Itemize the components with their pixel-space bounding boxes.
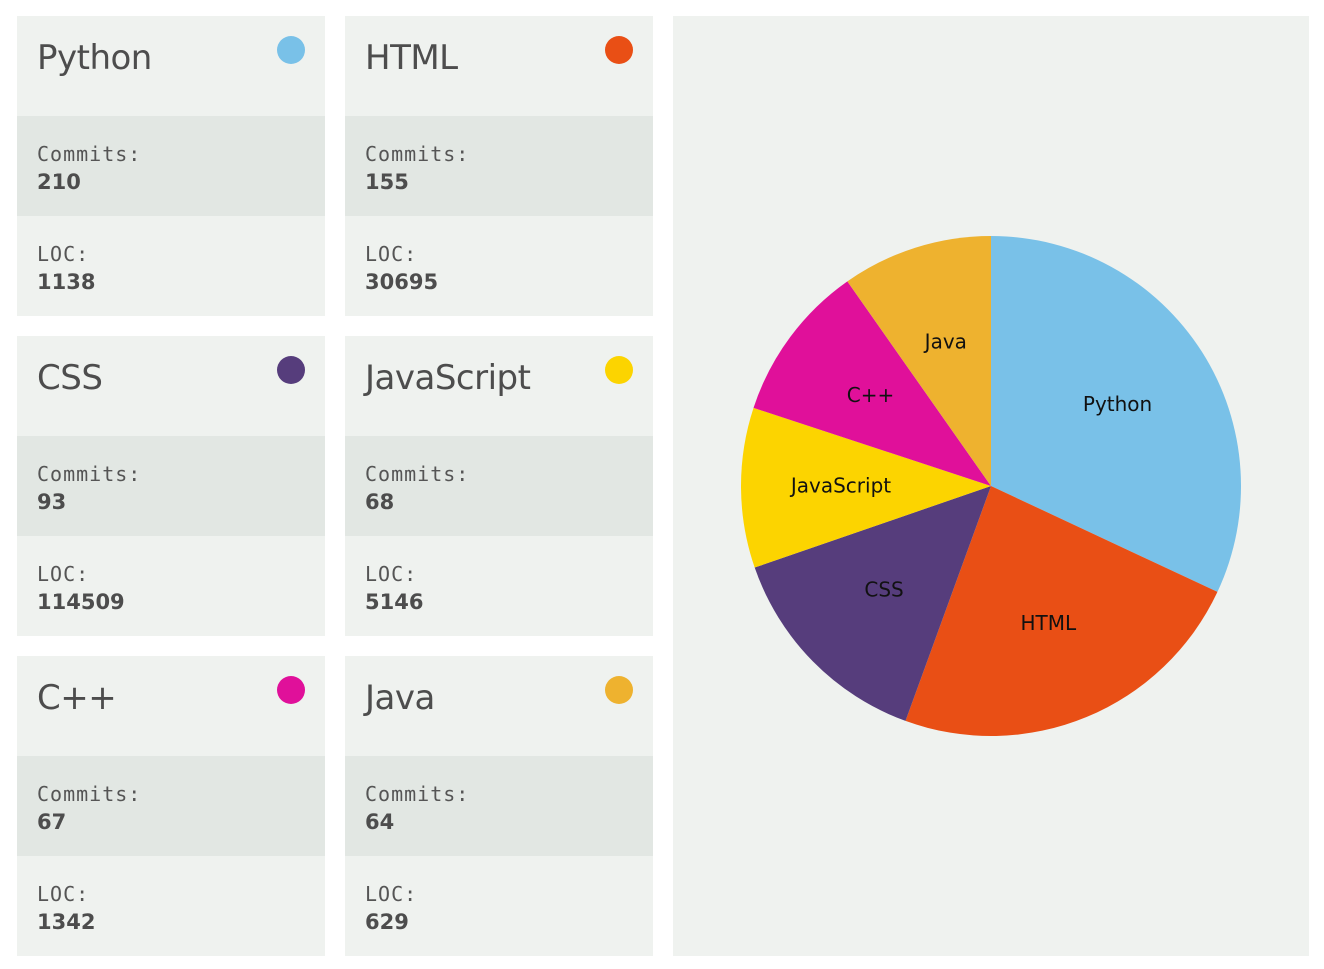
- language-card-cpp: C++ Commits: 67 LOC: 1342: [17, 656, 325, 956]
- pie-slice-cp: [753, 281, 991, 486]
- language-card-javascript: JavaScript Commits: 68 LOC: 5146: [345, 336, 653, 636]
- commits-stat: Commits: 155: [345, 116, 653, 216]
- loc-stat: LOC: 114509: [17, 536, 325, 636]
- commits-label: Commits:: [365, 782, 470, 806]
- language-card-java: Java Commits: 64 LOC: 629: [345, 656, 653, 956]
- language-name: JavaScript: [365, 358, 531, 398]
- loc-label: LOC:: [365, 562, 418, 586]
- language-name: CSS: [37, 358, 103, 398]
- language-card-css: CSS Commits: 93 LOC: 114509: [17, 336, 325, 636]
- pie-label: CSS: [864, 578, 903, 602]
- commits-value: 64: [365, 810, 395, 834]
- commits-stat: Commits: 210: [17, 116, 325, 216]
- pie-slice-java: [847, 236, 991, 486]
- pie-slice-python: [991, 236, 1241, 592]
- loc-value: 30695: [365, 270, 439, 294]
- loc-label: LOC:: [365, 882, 418, 906]
- commits-stat: Commits: 68: [345, 436, 653, 536]
- commits-value: 67: [37, 810, 67, 834]
- language-color-dot: [277, 356, 305, 384]
- commits-stat: Commits: 93: [17, 436, 325, 536]
- language-name: HTML: [365, 38, 458, 78]
- loc-label: LOC:: [37, 882, 90, 906]
- loc-stat: LOC: 1138: [17, 216, 325, 316]
- language-color-dot: [605, 36, 633, 64]
- commits-value: 93: [37, 490, 67, 514]
- commits-label: Commits:: [37, 782, 142, 806]
- pie-label: C++: [847, 383, 894, 407]
- pie-chart: Python HTML CSS JavaScript C++ Java: [741, 236, 1241, 737]
- pie-label: Python: [1083, 392, 1152, 416]
- commits-value: 68: [365, 490, 395, 514]
- loc-label: LOC:: [37, 242, 90, 266]
- loc-value: 114509: [37, 590, 125, 614]
- loc-stat: LOC: 30695: [345, 216, 653, 316]
- loc-stat: LOC: 629: [345, 856, 653, 956]
- pie-label: HTML: [1020, 611, 1077, 635]
- card-header: Java: [345, 656, 653, 756]
- commits-label: Commits:: [37, 142, 142, 166]
- commits-label: Commits:: [365, 462, 470, 486]
- language-card-html: HTML Commits: 155 LOC: 30695: [345, 16, 653, 316]
- language-color-dot: [277, 36, 305, 64]
- loc-label: LOC:: [365, 242, 418, 266]
- card-header: Python: [17, 16, 325, 116]
- loc-value: 5146: [365, 590, 424, 614]
- loc-value: 629: [365, 910, 409, 934]
- language-color-dot: [277, 676, 305, 704]
- language-color-dot: [605, 676, 633, 704]
- loc-stat: LOC: 1342: [17, 856, 325, 956]
- commits-label: Commits:: [37, 462, 142, 486]
- pie-slice-html: [905, 486, 1218, 737]
- card-header: HTML: [345, 16, 653, 116]
- pie-label: JavaScript: [789, 474, 891, 498]
- commits-value: 155: [365, 170, 409, 194]
- card-header: CSS: [17, 336, 325, 436]
- loc-stat: LOC: 5146: [345, 536, 653, 636]
- language-name: Python: [37, 38, 152, 78]
- card-header: C++: [17, 656, 325, 756]
- pie-label: Java: [923, 329, 967, 353]
- commits-label: Commits:: [365, 142, 470, 166]
- pie-slice-css: [754, 486, 991, 721]
- language-color-dot: [605, 356, 633, 384]
- pie-slice-javascript: [741, 407, 991, 568]
- commits-stat: Commits: 64: [345, 756, 653, 856]
- card-header: JavaScript: [345, 336, 653, 436]
- loc-value: 1138: [37, 270, 96, 294]
- language-name: C++: [37, 678, 117, 718]
- commits-value: 210: [37, 170, 81, 194]
- language-name: Java: [365, 678, 435, 718]
- commits-stat: Commits: 67: [17, 756, 325, 856]
- pie-chart-panel: Python HTML CSS JavaScript C++ Java: [673, 16, 1309, 956]
- language-card-python: Python Commits: 210 LOC: 1138: [17, 16, 325, 316]
- loc-value: 1342: [37, 910, 96, 934]
- loc-label: LOC:: [37, 562, 90, 586]
